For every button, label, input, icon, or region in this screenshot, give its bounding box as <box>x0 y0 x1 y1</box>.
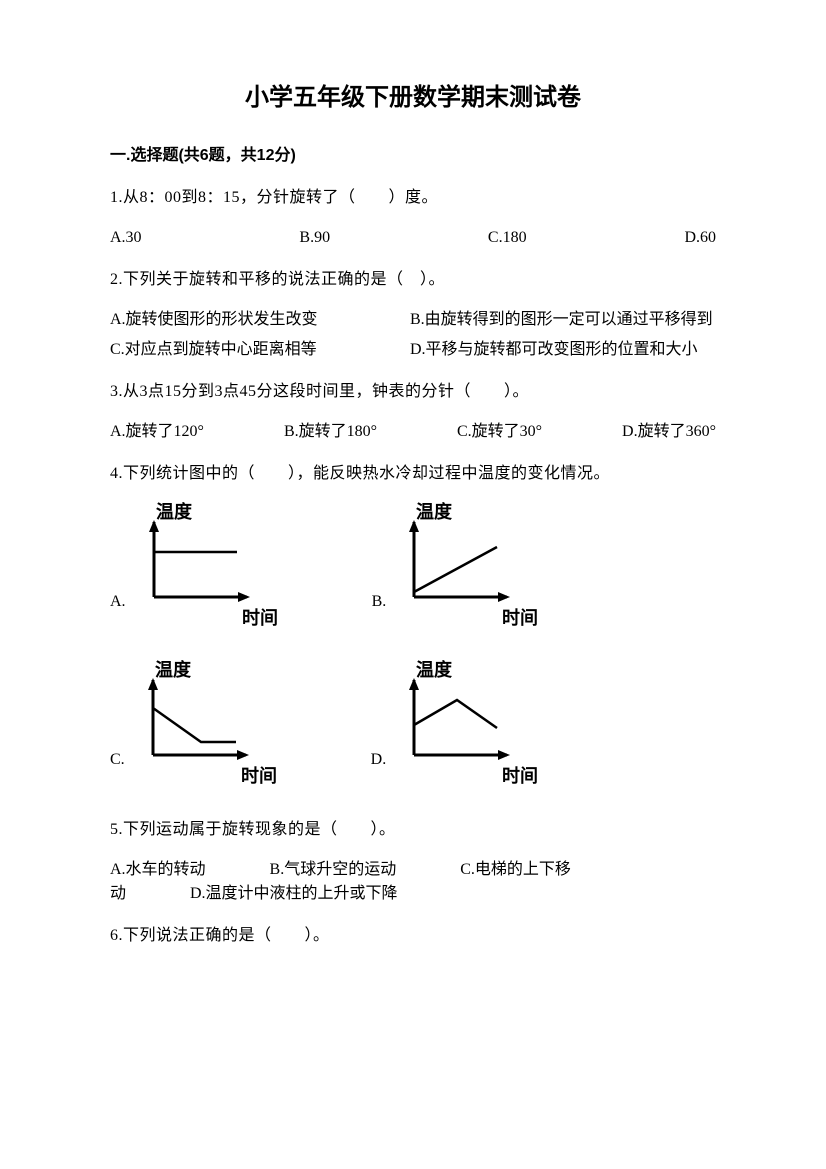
q3-opt-b: B.旋转了180° <box>284 420 377 444</box>
chart-b-xlabel: 时间 <box>502 608 538 628</box>
chart-c-label: C. <box>110 748 125 790</box>
chart-a-block: A. 温度 时间 <box>110 502 312 632</box>
page-title: 小学五年级下册数学期末测试卷 <box>110 80 716 116</box>
q2-text: 2.下列关于旋转和平移的说法正确的是（ ）。 <box>110 268 716 292</box>
chart-b-block: B. 温度 时间 <box>372 502 573 632</box>
q1-text: 1.从8：00到8：15，分针旋转了（ ）度。 <box>110 186 716 210</box>
q3-opt-c: C.旋转了30° <box>457 420 542 444</box>
section-header: 一.选择题(共6题，共12分) <box>110 144 716 168</box>
chart-d-label: D. <box>371 748 387 790</box>
q1-opt-a: A.30 <box>110 226 142 250</box>
chart-b-ylabel: 温度 <box>416 502 453 522</box>
q2-opt-a: A.旋转使图形的形状发生改变 <box>110 308 410 332</box>
q1-options: A.30 B.90 C.180 D.60 <box>110 226 716 250</box>
q2-opt-c: C.对应点到旋转中心距离相等 <box>110 338 410 362</box>
q4-text: 4.下列统计图中的（ ），能反映热水冷却过程中温度的变化情况。 <box>110 462 716 486</box>
q2-opt-d: D.平移与旋转都可改变图形的位置和大小 <box>410 338 698 362</box>
q3-opt-a: A.旋转了120° <box>110 420 204 444</box>
q5-text: 5.下列运动属于旋转现象的是（ ）。 <box>110 818 716 842</box>
chart-b-label: B. <box>372 590 387 632</box>
q5-line1: A.水车的转动 B.气球升空的运动 C.电梯的上下移 <box>110 858 716 882</box>
q5-line2: 动 D.温度计中液柱的上升或下降 <box>110 882 716 906</box>
chart-d: 温度 时间 <box>392 660 572 790</box>
chart-a: 温度 时间 <box>132 502 312 632</box>
chart-c-block: C. 温度 时间 <box>110 660 311 790</box>
chart-a-label: A. <box>110 590 126 632</box>
q1-opt-b: B.90 <box>299 226 330 250</box>
q4-row1: A. 温度 时间 B. 温度 时间 <box>110 502 716 632</box>
chart-d-ylabel: 温度 <box>416 660 453 680</box>
q1-opt-d: D.60 <box>684 226 716 250</box>
chart-a-ylabel: 温度 <box>156 502 193 522</box>
chart-b: 温度 时间 <box>392 502 572 632</box>
q3-text: 3.从3点15分到3点45分这段时间里，钟表的分针（ ）。 <box>110 380 716 404</box>
q4-row2: C. 温度 时间 D. 温度 时间 <box>110 660 716 790</box>
chart-d-xlabel: 时间 <box>502 766 538 786</box>
q3-options: A.旋转了120° B.旋转了180° C.旋转了30° D.旋转了360° <box>110 420 716 444</box>
q3-opt-d: D.旋转了360° <box>622 420 716 444</box>
chart-c-ylabel: 温度 <box>155 660 192 680</box>
chart-d-block: D. 温度 时间 <box>371 660 573 790</box>
chart-a-xlabel: 时间 <box>242 608 278 628</box>
chart-c-xlabel: 时间 <box>241 766 277 786</box>
chart-c: 温度 时间 <box>131 660 311 790</box>
q1-opt-c: C.180 <box>488 226 527 250</box>
q2-opt-b: B.由旋转得到的图形一定可以通过平移得到 <box>410 308 713 332</box>
q5-options: A.水车的转动 B.气球升空的运动 C.电梯的上下移 动 D.温度计中液柱的上升… <box>110 858 716 906</box>
q2-options: A.旋转使图形的形状发生改变 B.由旋转得到的图形一定可以通过平移得到 C.对应… <box>110 308 716 362</box>
q6-text: 6.下列说法正确的是（ ）。 <box>110 924 716 948</box>
